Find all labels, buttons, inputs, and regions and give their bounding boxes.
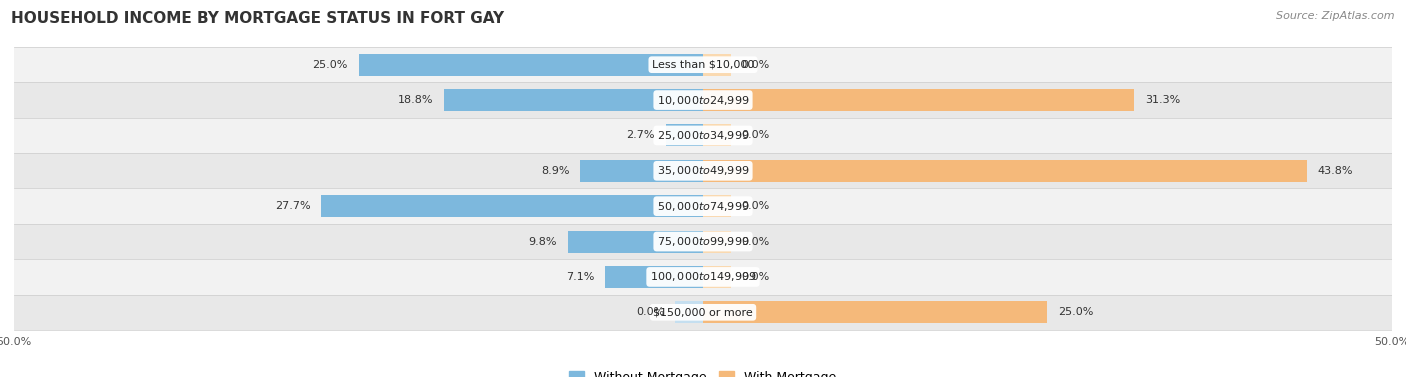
Text: 25.0%: 25.0%	[1059, 307, 1094, 317]
Bar	[444, 89, 703, 111]
Bar	[703, 89, 1135, 111]
Text: Less than $10,000: Less than $10,000	[652, 60, 754, 70]
Bar	[14, 47, 1392, 83]
Text: $50,000 to $74,999: $50,000 to $74,999	[657, 200, 749, 213]
Text: 0.0%: 0.0%	[741, 201, 770, 211]
Bar	[14, 118, 1392, 153]
Bar	[605, 266, 703, 288]
Text: 0.0%: 0.0%	[741, 272, 770, 282]
Text: 0.0%: 0.0%	[741, 236, 770, 247]
Bar	[703, 195, 731, 217]
Bar	[703, 301, 1047, 323]
Text: $35,000 to $49,999: $35,000 to $49,999	[657, 164, 749, 177]
Bar	[14, 188, 1392, 224]
Bar	[703, 54, 731, 76]
Text: 27.7%: 27.7%	[274, 201, 311, 211]
Bar	[14, 294, 1392, 330]
Text: 9.8%: 9.8%	[529, 236, 557, 247]
Text: 0.0%: 0.0%	[741, 60, 770, 70]
Bar	[581, 160, 703, 182]
Text: $25,000 to $34,999: $25,000 to $34,999	[657, 129, 749, 142]
Bar	[666, 124, 703, 146]
Bar	[14, 224, 1392, 259]
Text: 8.9%: 8.9%	[541, 166, 569, 176]
Bar	[14, 83, 1392, 118]
Bar	[703, 124, 731, 146]
Text: $100,000 to $149,999: $100,000 to $149,999	[650, 270, 756, 284]
Text: $150,000 or more: $150,000 or more	[654, 307, 752, 317]
Text: 43.8%: 43.8%	[1317, 166, 1353, 176]
Text: 18.8%: 18.8%	[398, 95, 433, 105]
Legend: Without Mortgage, With Mortgage: Without Mortgage, With Mortgage	[564, 366, 842, 377]
Text: HOUSEHOLD INCOME BY MORTGAGE STATUS IN FORT GAY: HOUSEHOLD INCOME BY MORTGAGE STATUS IN F…	[11, 11, 505, 26]
Text: 31.3%: 31.3%	[1146, 95, 1181, 105]
Text: 0.0%: 0.0%	[636, 307, 665, 317]
Bar	[14, 259, 1392, 294]
Bar	[703, 160, 1306, 182]
Bar	[675, 301, 703, 323]
Text: 0.0%: 0.0%	[741, 130, 770, 141]
Bar	[703, 231, 731, 253]
Bar	[568, 231, 703, 253]
Text: 2.7%: 2.7%	[626, 130, 655, 141]
Text: $75,000 to $99,999: $75,000 to $99,999	[657, 235, 749, 248]
Text: 7.1%: 7.1%	[565, 272, 595, 282]
Bar	[322, 195, 703, 217]
Text: Source: ZipAtlas.com: Source: ZipAtlas.com	[1277, 11, 1395, 21]
Bar	[14, 153, 1392, 188]
Bar	[359, 54, 703, 76]
Text: $10,000 to $24,999: $10,000 to $24,999	[657, 93, 749, 107]
Bar	[703, 266, 731, 288]
Text: 25.0%: 25.0%	[312, 60, 347, 70]
